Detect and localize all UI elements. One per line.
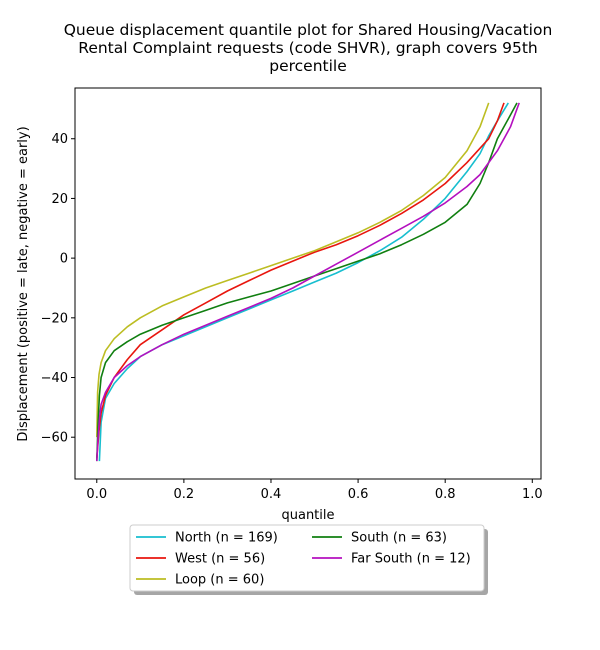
y-tick-label: 40 <box>51 132 68 147</box>
series-line-3 <box>96 102 518 462</box>
chart-title-line-3: percentile <box>269 57 347 75</box>
plot-area-frame <box>74 87 542 480</box>
x-tick-label: 1.0 <box>522 487 543 502</box>
chart-title-line-2: Rental Complaint requests (code SHVR), g… <box>78 39 537 57</box>
x-tick-label: 0.8 <box>435 487 456 502</box>
x-tick-label: 0.2 <box>174 487 195 502</box>
x-tick-label: 0.4 <box>261 487 282 502</box>
y-tick-label: 0 <box>60 252 68 267</box>
legend-label-3: South (n = 63) <box>351 531 447 546</box>
series-lines <box>96 102 520 462</box>
y-axis-label: Displacement (positive = late, negative … <box>16 126 31 441</box>
x-axis-label: quantile <box>281 508 334 523</box>
y-tick-label: −40 <box>41 371 68 386</box>
chart-title-line-1: Queue displacement quantile plot for Sha… <box>64 21 553 39</box>
y-tick-label: −60 <box>41 431 68 446</box>
series-line-4 <box>96 102 520 462</box>
legend: North (n = 169) West (n = 56) Loop (n = 60… <box>129 524 488 595</box>
x-tick-label: 0.6 <box>348 487 369 502</box>
series-line-2 <box>96 102 490 438</box>
legend-box <box>129 524 485 592</box>
x-axis-ticks: 0.0 0.2 0.4 0.6 0.8 1.0 <box>86 479 543 502</box>
y-tick-label: −20 <box>41 311 68 326</box>
legend-entries: North (n = 169) West (n = 56) Loop (n = 60… <box>136 531 471 588</box>
legend-label-4: Far South (n = 12) <box>351 552 471 567</box>
legend-label-2: Loop (n = 60) <box>175 573 264 588</box>
series-line-0 <box>98 102 509 462</box>
legend-label-1: West (n = 56) <box>175 552 265 567</box>
y-axis-ticks: −60 −40 −20 0 20 40 <box>41 132 75 446</box>
legend-label-0: North (n = 169) <box>175 531 278 546</box>
y-tick-label: 20 <box>51 192 68 207</box>
x-tick-label: 0.0 <box>86 487 107 502</box>
